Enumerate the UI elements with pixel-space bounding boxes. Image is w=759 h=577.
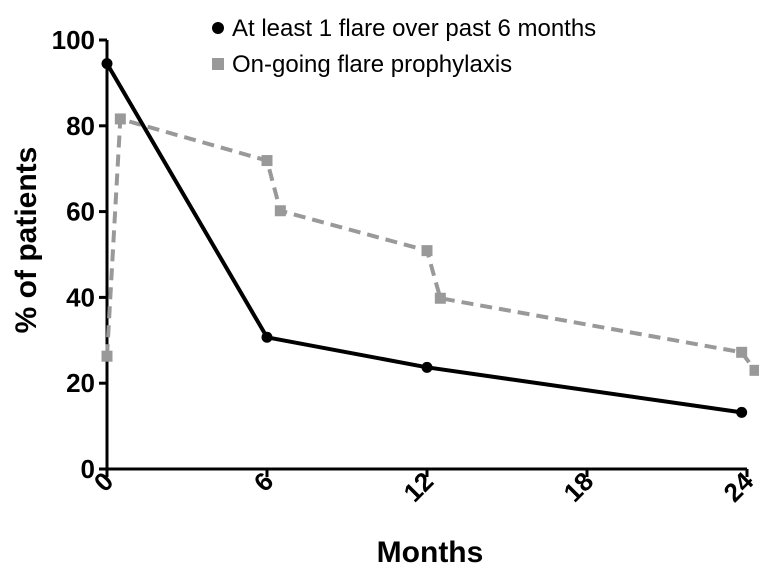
legend-label: On-going flare prophylaxis (232, 51, 512, 78)
y-tick-label: 20 (66, 368, 95, 398)
data-point (435, 293, 446, 304)
y-tick-label: 40 (66, 282, 95, 312)
legend: At least 1 flare over past 6 months On-go… (212, 15, 596, 78)
x-tick-label: 18 (558, 466, 600, 508)
data-point (102, 58, 113, 69)
x-tick-label: 0 (88, 466, 119, 497)
data-point (736, 407, 747, 418)
y-tick-label: 60 (66, 197, 95, 227)
plot-area (102, 58, 759, 418)
data-point (275, 205, 286, 216)
y-axis-title: % of patients (10, 147, 43, 334)
series-line (107, 64, 742, 413)
data-point (262, 155, 273, 166)
legend-marker (212, 22, 224, 34)
legend-label: At least 1 flare over past 6 months (232, 15, 596, 42)
series-1 (102, 113, 759, 375)
data-point (422, 245, 433, 256)
x-tick-label: 12 (398, 466, 440, 508)
data-point (115, 113, 126, 124)
y-tick-label: 80 (66, 111, 95, 141)
data-point (736, 347, 747, 358)
data-point (262, 332, 273, 343)
data-point (750, 365, 759, 376)
series-0 (102, 58, 748, 418)
data-point (422, 362, 433, 373)
legend-marker (212, 58, 224, 70)
x-axis-title: Months (377, 536, 484, 569)
data-point (102, 351, 113, 362)
x-tick-label: 6 (248, 466, 279, 497)
y-tick-label: 100 (52, 25, 95, 55)
series-line (107, 119, 755, 370)
x-tick-label: 24 (718, 466, 759, 508)
